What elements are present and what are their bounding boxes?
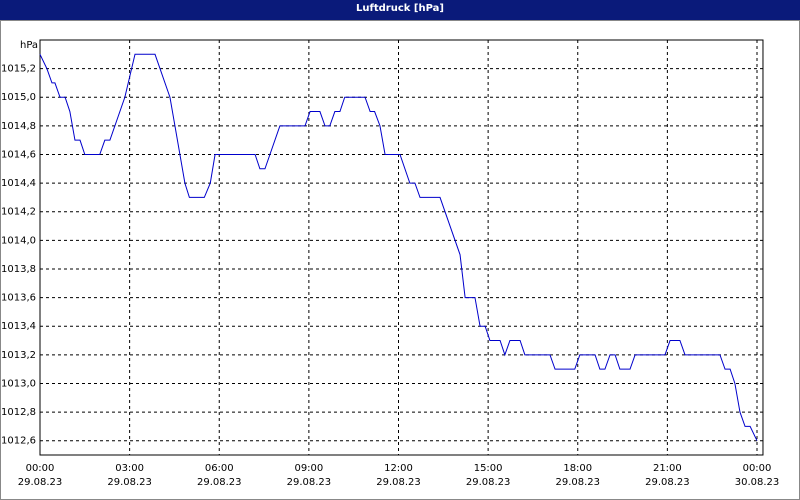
y-tick-label: 1013,2 xyxy=(1,350,36,361)
x-tick-label: 03:00 29.08.23 xyxy=(107,463,152,488)
y-tick-label: 1014,0 xyxy=(1,235,36,246)
y-tick-label: 1014,8 xyxy=(1,121,36,132)
x-tick-label: 06:00 29.08.23 xyxy=(196,463,242,488)
line xyxy=(39,53,758,441)
y-tick-label: 1015,2 xyxy=(1,64,36,75)
x-tick-label: 12:00 29.08.23 xyxy=(376,463,421,488)
y-tick-label: 1012,8 xyxy=(1,407,36,418)
y-tick-label: 1012,6 xyxy=(1,436,36,447)
y-tick-label: 1014,6 xyxy=(1,149,36,160)
y-tick-label: 1013,6 xyxy=(1,293,36,304)
x-tick-label: 00:00 30.08.23 xyxy=(734,463,780,488)
x-tick-label: 15:00 29.08.23 xyxy=(465,463,511,488)
frame xyxy=(0,20,800,500)
title-bar: Luftdruck [hPa] xyxy=(0,0,800,20)
x-tick-label: 21:00 29.08.23 xyxy=(645,463,690,488)
y-tick-label: 1015,0 xyxy=(1,92,36,103)
y-tick-label: 1013,0 xyxy=(1,378,36,389)
x-tick-label: 00:00 29.08.23 xyxy=(17,463,63,488)
x-tick-label: 18:00 29.08.23 xyxy=(555,463,601,488)
y-tick-label: 1014,2 xyxy=(1,207,36,218)
y-tick-label: 1013,8 xyxy=(1,264,36,275)
x-tick-label: 09:00 29.08.23 xyxy=(286,463,332,488)
y-tick-label: 1014,4 xyxy=(1,178,36,189)
y-axis-label: hPa xyxy=(20,40,38,51)
y-tick-label: 1013,4 xyxy=(1,321,36,332)
plot-border xyxy=(39,39,764,456)
